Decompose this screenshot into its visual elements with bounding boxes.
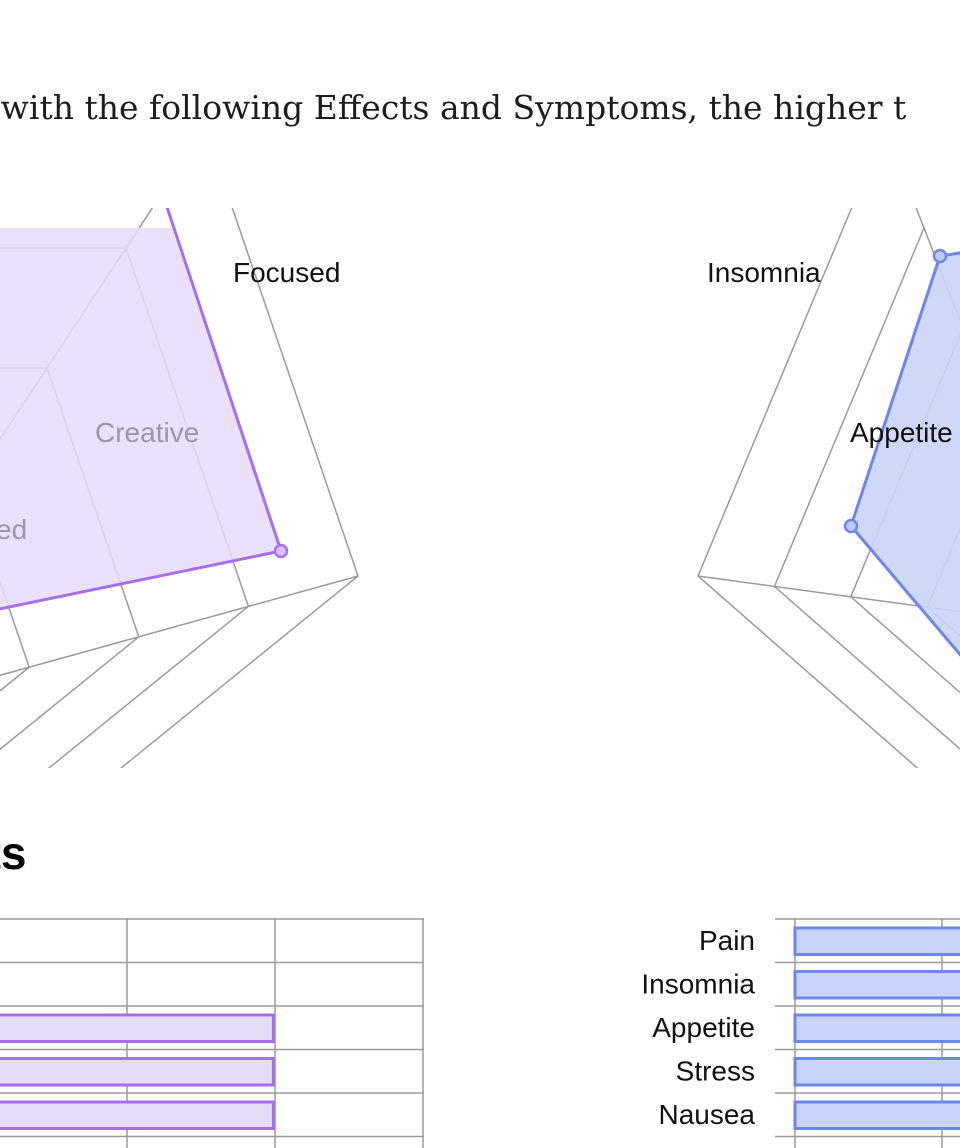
bar-category-label: Nausea	[658, 1099, 755, 1130]
bar-category-label: Appetite	[652, 1012, 755, 1043]
radar-point	[932, 248, 948, 264]
bar-category-label: Pain	[699, 925, 755, 956]
bar	[0, 1057, 275, 1087]
bar-category-label: Insomnia	[641, 969, 755, 1000]
radar-area	[851, 250, 960, 655]
bar	[793, 1013, 960, 1043]
bar	[0, 1013, 275, 1043]
symptoms-bar-chart: Pain Insomnia Appetite Stress Nausea	[641, 918, 960, 1148]
radar-point	[843, 518, 859, 534]
radar-axis-label-partial: ed	[0, 514, 27, 545]
radar-axis-label-focused: Focused	[233, 257, 340, 288]
section-heading: cts	[0, 827, 27, 879]
radar-spoke	[0, 575, 359, 677]
bar	[793, 970, 960, 1000]
radar-spoke	[915, 208, 960, 323]
bar	[793, 1100, 960, 1130]
radar-axis-label-appetite: Appetite	[850, 417, 953, 448]
radar-area	[0, 228, 280, 609]
symptoms-radar-chart: Insomnia Appetite	[697, 208, 960, 768]
bar	[793, 926, 960, 956]
radar-point	[273, 543, 289, 559]
effects-bar-chart	[0, 918, 424, 1148]
radar-series-line	[849, 251, 960, 657]
effects-radar-chart: Focused Creative ed	[0, 208, 359, 768]
bar	[0, 1100, 275, 1130]
radar-axis-label-insomnia: Insomnia	[707, 257, 821, 288]
bar	[793, 1057, 960, 1087]
bar-category-label: Stress	[676, 1056, 755, 1087]
intro-text: ts with the following Effects and Sympto…	[0, 88, 907, 127]
radar-spoke	[697, 575, 960, 613]
radar-axis-label-creative: Creative	[95, 417, 199, 448]
